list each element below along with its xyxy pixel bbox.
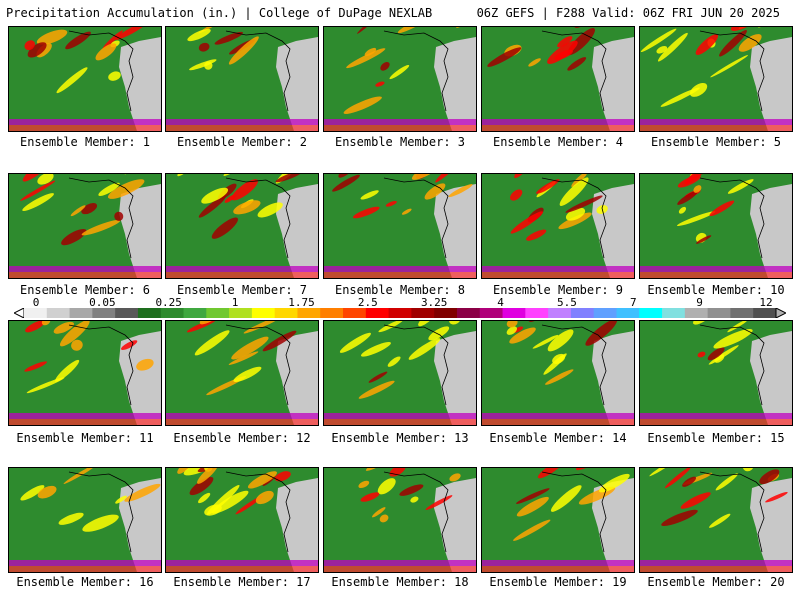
- ensemble-member-map: [165, 26, 319, 132]
- ensemble-member-map: [8, 467, 162, 573]
- model-run-info: 06Z GEFS | F288 Valid: 06Z FRI JUN 20 20…: [476, 6, 780, 20]
- ensemble-member-map: [8, 26, 162, 132]
- colorbar-tick-label: 5.5: [556, 296, 577, 309]
- ensemble-member-map: [639, 467, 793, 573]
- colorbar-swatch: [365, 308, 390, 318]
- ensemble-member-label: Ensemble Member: 7: [176, 283, 308, 297]
- colorbar-tick-label: 1.75: [288, 296, 315, 309]
- colorbar-swatch: [502, 308, 526, 318]
- ensemble-member-label: Ensemble Member: 9: [492, 283, 624, 297]
- ensemble-member-map: [165, 173, 319, 279]
- colorbar-swatch: [320, 308, 344, 318]
- ensemble-member-label: Ensemble Member: 19: [489, 575, 627, 589]
- ensemble-member-map: [323, 173, 477, 279]
- colorbar-right-arrow: [775, 308, 786, 318]
- ensemble-member-map: [323, 320, 477, 426]
- colorbar-swatch: [69, 308, 93, 318]
- colorbar-swatch: [46, 308, 71, 318]
- ensemble-member-label: Ensemble Member: 20: [647, 575, 785, 589]
- colorbar-tick-label: 0.25: [155, 296, 182, 309]
- colorbar-swatch: [593, 308, 617, 318]
- ensemble-member-label: Ensemble Member: 4: [492, 135, 624, 149]
- ensemble-member-map: [639, 173, 793, 279]
- colorbar-swatch: [411, 308, 435, 318]
- ensemble-member-label: Ensemble Member: 13: [331, 431, 469, 445]
- ensemble-member-map: [481, 26, 635, 132]
- colorbar-swatch: [639, 308, 663, 318]
- colorbar-swatch: [183, 308, 207, 318]
- colorbar-tick-label: 4: [497, 296, 504, 309]
- colorbar-swatch: [753, 308, 777, 318]
- ensemble-member-label: Ensemble Member: 17: [173, 575, 311, 589]
- colorbar-tick-label: 9: [696, 296, 703, 309]
- colorbar-left-arrow: [14, 308, 25, 318]
- colorbar-swatch: [684, 308, 709, 318]
- colorbar-swatch: [24, 308, 48, 318]
- colorbar-swatch: [343, 308, 367, 318]
- ensemble-member-label: Ensemble Member: 8: [334, 283, 466, 297]
- colorbar-swatch: [229, 308, 253, 318]
- colorbar-tick-label: 0.05: [89, 296, 116, 309]
- ensemble-member-map: [8, 320, 162, 426]
- colorbar-swatch: [707, 308, 731, 318]
- colorbar-swatch: [251, 308, 276, 318]
- ensemble-member-label: Ensemble Member: 12: [173, 431, 311, 445]
- colorbar-swatch: [548, 308, 572, 318]
- ensemble-member-label: Ensemble Member: 16: [16, 575, 154, 589]
- ensemble-member-label: Ensemble Member: 2: [176, 135, 308, 149]
- ensemble-member-map: [639, 320, 793, 426]
- chart-title: Precipitation Accumulation (in.) | Colle…: [6, 6, 433, 20]
- colorbar-swatch: [388, 308, 412, 318]
- ensemble-member-map: [323, 467, 477, 573]
- ensemble-member-map: [639, 26, 793, 132]
- colorbar-tick-label: 2.5: [357, 296, 378, 309]
- ensemble-member-label: Ensemble Member: 11: [16, 431, 154, 445]
- ensemble-member-label: Ensemble Member: 3: [334, 135, 466, 149]
- colorbar-swatch: [570, 308, 595, 318]
- colorbar-tick-label: 12: [759, 296, 773, 309]
- colorbar-swatch: [206, 308, 230, 318]
- ensemble-member-map: [481, 320, 635, 426]
- ensemble-member-map: [165, 320, 319, 426]
- ensemble-member-label: Ensemble Member: 6: [19, 283, 151, 297]
- ensemble-member-label: Ensemble Member: 18: [331, 575, 469, 589]
- ensemble-member-map: [323, 26, 477, 132]
- ensemble-member-label: Ensemble Member: 15: [647, 431, 785, 445]
- colorbar-swatch: [160, 308, 185, 318]
- ensemble-member-map: [481, 173, 635, 279]
- colorbar-swatch: [434, 308, 458, 318]
- colorbar-swatch: [92, 308, 116, 318]
- colorbar-swatch: [479, 308, 504, 318]
- ensemble-member-label: Ensemble Member: 5: [650, 135, 782, 149]
- colorbar-swatch: [616, 308, 640, 318]
- colorbar-swatch: [297, 308, 321, 318]
- ensemble-member-label: Ensemble Member: 1: [19, 135, 151, 149]
- colorbar-swatch: [137, 308, 162, 318]
- colorbar-swatch: [730, 308, 754, 318]
- colorbar-swatch: [274, 308, 298, 318]
- ensemble-member-map: [8, 173, 162, 279]
- precip-colorbar: [14, 308, 786, 318]
- ensemble-member-map: [165, 467, 319, 573]
- colorbar-swatch: [115, 308, 139, 318]
- ensemble-member-label: Ensemble Member: 10: [647, 283, 785, 297]
- colorbar-tick-label: 7: [629, 296, 637, 309]
- ensemble-member-map: [481, 467, 635, 573]
- colorbar-swatch: [662, 308, 686, 318]
- colorbar-swatch: [525, 308, 549, 318]
- colorbar-tick-label: 0: [32, 296, 40, 309]
- ensemble-member-label: Ensemble Member: 14: [489, 431, 627, 445]
- colorbar-tick-label: 1: [231, 296, 239, 309]
- colorbar-swatch: [456, 308, 481, 318]
- colorbar-tick-label: 3.25: [420, 296, 448, 309]
